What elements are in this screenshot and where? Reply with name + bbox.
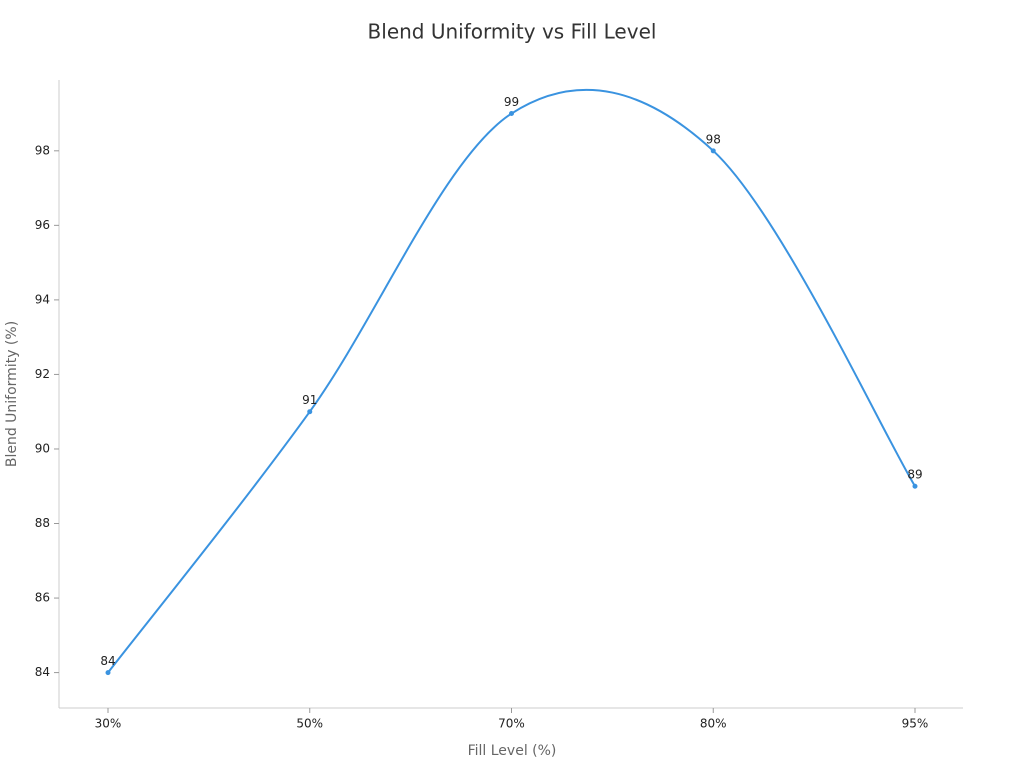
point	[307, 409, 313, 415]
x-tick-label: 95%	[902, 717, 929, 731]
y-tick-label: 94	[35, 292, 50, 306]
chart-title: Blend Uniformity vs Fill Level	[368, 20, 657, 44]
y-tick-label: 96	[35, 218, 50, 232]
x-tick-label: 80%	[700, 717, 727, 731]
y-axis-title: Blend Uniformity (%)	[4, 321, 20, 467]
x-tick-label: 30%	[95, 717, 122, 731]
point	[509, 111, 514, 117]
data-label: 99	[504, 95, 519, 109]
x-axis-title: Fill Level (%)	[468, 743, 557, 759]
point	[912, 483, 918, 489]
data-label: 91	[302, 393, 317, 407]
y-tick-label: 86	[35, 591, 50, 605]
y-tick-label: 98	[35, 143, 50, 157]
line	[107, 88, 916, 674]
point	[710, 148, 716, 154]
x-tick-label: 70%	[498, 717, 525, 731]
y-tick-label: 92	[35, 367, 50, 381]
point	[105, 670, 111, 676]
y-tick-label: 90	[35, 441, 50, 455]
data-label: 98	[706, 132, 721, 146]
x-tick-label: 50%	[296, 717, 323, 731]
data-label: 84	[100, 654, 115, 668]
y-tick-label: 88	[35, 516, 50, 530]
data-label: 89	[907, 468, 922, 482]
y-tick-label: 84	[35, 665, 50, 679]
